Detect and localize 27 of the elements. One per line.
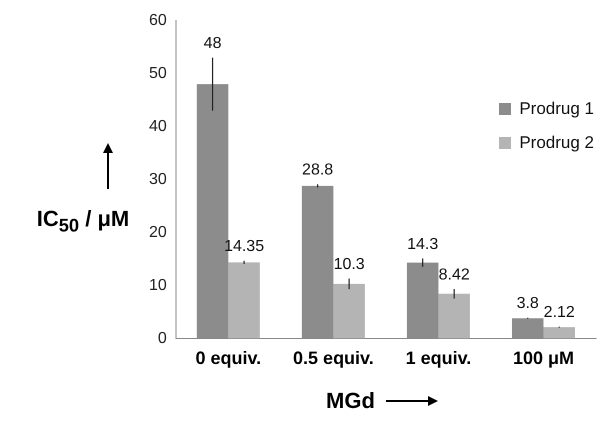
legend-label: Prodrug 1 — [519, 99, 594, 119]
y-tick-label: 40 — [149, 118, 167, 135]
data-label: 2.12 — [544, 304, 575, 322]
bar — [228, 262, 260, 338]
bar — [333, 284, 365, 338]
data-label: 8.42 — [438, 266, 470, 284]
legend-label: Prodrug 2 — [519, 133, 594, 153]
data-label: 14.3 — [407, 236, 438, 253]
y-tick-label: 10 — [149, 276, 167, 294]
y-tick-label: 50 — [149, 64, 167, 82]
y-tick-label: 30 — [149, 170, 167, 188]
bar — [438, 294, 470, 338]
x-tick-label: 1 equiv. — [406, 348, 472, 368]
x-tick-label: 100 μM — [512, 348, 574, 368]
x-axis-title: MGd — [326, 388, 375, 414]
data-label: 14.35 — [224, 238, 264, 256]
data-label: 3.8 — [516, 295, 539, 312]
data-label: 28.8 — [302, 162, 334, 179]
x-tick-label: 0 equiv. — [195, 348, 262, 368]
x-tick-label: 0.5 equiv. — [293, 348, 374, 368]
y-axis-title: IC$_{50}$ / μM — [36, 206, 130, 236]
y-tick-label: 20 — [149, 224, 167, 241]
bar — [543, 327, 575, 338]
y-tick-label: 60 — [149, 12, 167, 30]
data-label: 10.3 — [334, 256, 365, 273]
data-label: 48 — [204, 35, 222, 52]
y-tick-label: 0 — [158, 330, 167, 347]
